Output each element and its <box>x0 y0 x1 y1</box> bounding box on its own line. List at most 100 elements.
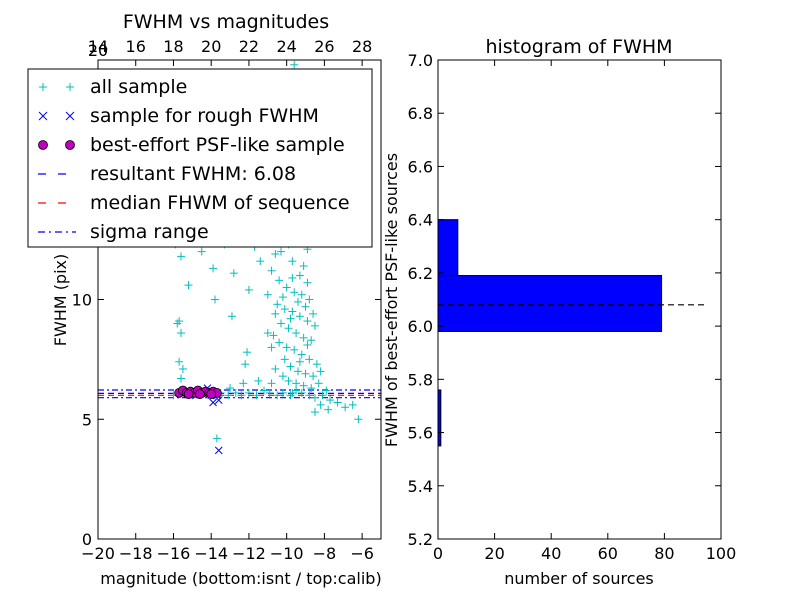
point-all-sample <box>295 312 304 321</box>
legend-label-best-effort: best-effort PSF-like sample <box>90 134 345 156</box>
point-all-sample <box>267 379 276 388</box>
scatter-top-tick-label: 24 <box>276 37 296 56</box>
legend-marker-all-2 <box>66 83 74 91</box>
scatter-x-tick-label: −16 <box>157 544 191 563</box>
legend-box <box>27 68 373 248</box>
legend-marker-best-1 <box>38 140 48 150</box>
point-all-sample <box>282 283 291 292</box>
point-all-sample <box>177 329 186 338</box>
point-all-sample <box>280 355 289 364</box>
point-all-sample <box>310 321 319 330</box>
point-all-sample <box>305 295 314 304</box>
legend-marker-best-2 <box>65 140 75 150</box>
point-all-sample <box>252 391 261 400</box>
point-all-sample <box>307 336 316 345</box>
scatter-x-tick-label: −8 <box>313 544 337 563</box>
point-all-sample <box>309 309 318 318</box>
scatter-x-tick-label: −10 <box>270 544 304 563</box>
histogram-y-label: FWHM of best-effort PSF-like sources <box>382 153 401 447</box>
point-all-sample <box>177 252 186 261</box>
point-all-sample <box>260 386 269 395</box>
scatter-top-tick-label: 20 <box>201 37 221 56</box>
histogram-x-tick-label: 100 <box>706 544 737 563</box>
point-all-sample <box>288 307 297 316</box>
point-all-sample <box>288 388 297 397</box>
histogram-y-tick-label: 5.8 <box>408 370 433 389</box>
point-all-sample <box>273 391 282 400</box>
point-all-sample <box>322 386 331 395</box>
point-all-sample <box>275 276 284 285</box>
histogram-frame <box>437 59 722 540</box>
point-all-sample <box>273 300 282 309</box>
point-all-sample <box>271 364 280 373</box>
histogram-x-tick-label: 0 <box>433 544 443 563</box>
point-all-sample <box>275 338 284 347</box>
point-rough <box>214 446 223 455</box>
histogram-y-tick-label: 6.2 <box>408 264 433 283</box>
scatter-x-tick-label: −20 <box>81 544 115 563</box>
point-all-sample <box>244 388 253 397</box>
point-all-sample <box>229 269 238 278</box>
point-all-sample <box>341 403 350 412</box>
point-all-sample <box>292 379 301 388</box>
scatter-top-tick-label: 26 <box>314 37 334 56</box>
point-all-sample <box>354 415 363 424</box>
point-all-sample <box>293 367 302 376</box>
histogram-x-tick-label: 80 <box>654 544 674 563</box>
histogram-plot-area <box>437 219 707 447</box>
point-all-sample <box>316 367 325 376</box>
point-all-sample <box>299 333 308 342</box>
point-all-sample <box>210 295 219 304</box>
point-rough-b <box>209 398 217 407</box>
point-all-sample <box>312 360 321 369</box>
histogram-y-tick-label: 6.4 <box>408 211 433 230</box>
point-all-sample <box>267 266 276 275</box>
point-all-sample <box>326 396 335 405</box>
legend-label-all-sample: all sample <box>90 76 187 98</box>
point-best-effort <box>194 389 205 400</box>
point-all-sample <box>318 391 327 400</box>
histogram-x-axis: 0 20 40 60 80 100 <box>433 60 736 563</box>
point-all-sample <box>277 247 286 256</box>
scatter-x-tick-label: −14 <box>194 544 228 563</box>
scatter-y-tick-label: 5 <box>82 410 92 429</box>
legend-marker-rough-2-b <box>65 111 75 121</box>
legend-marker-rough-1-b <box>38 111 48 121</box>
legend-marker-rough-1 <box>38 111 48 121</box>
histogram-y-axis: 5.2 5.4 5.6 5.8 6.0 6.2 6.4 6.6 6.8 7.0 <box>408 51 721 549</box>
histogram-y-tick-label: 6.8 <box>408 104 433 123</box>
point-all-sample <box>297 350 306 359</box>
scatter-y-tick-label: 0 <box>82 530 92 549</box>
histogram-x-label: number of sources <box>504 569 654 588</box>
scatter-top-tick-label: 22 <box>239 37 259 56</box>
point-all-sample <box>237 391 246 400</box>
histogram-chart: histogram of FWHM 0 20 40 60 80 100 5.2 5.4 5.6… <box>382 36 736 588</box>
histogram-bar <box>437 219 459 277</box>
point-all-sample <box>239 379 248 388</box>
point-all-sample <box>178 364 187 373</box>
legend-marker-all-1 <box>39 83 47 91</box>
legend-entries <box>38 83 76 233</box>
point-all-sample <box>303 278 312 287</box>
point-all-sample <box>295 357 304 366</box>
point-all-sample <box>227 312 236 321</box>
point-all-sample <box>254 376 263 385</box>
point-all-sample <box>310 393 319 402</box>
scatter-top-tick-label: 16 <box>126 37 146 56</box>
point-all-sample <box>316 400 325 409</box>
scatter-x-tick-label: −18 <box>119 544 153 563</box>
point-all-sample <box>310 408 319 417</box>
scatter-y-axis: 0 5 10 <box>72 291 381 549</box>
point-all-sample <box>303 317 312 326</box>
point-all-sample <box>305 355 314 364</box>
point-all-sample <box>243 348 252 357</box>
point-all-sample <box>197 247 206 256</box>
histogram-y-tick-label: 6.0 <box>408 317 433 336</box>
histogram-title: histogram of FWHM <box>485 36 672 58</box>
histogram-x-tick-label: 60 <box>598 544 618 563</box>
point-all-sample <box>309 372 318 381</box>
point-all-sample <box>241 360 250 369</box>
scatter-title: FWHM vs magnitudes <box>123 11 329 33</box>
scatter-top-left-label: 20 <box>88 41 108 60</box>
legend-label-sigma: sigma range <box>90 221 209 243</box>
